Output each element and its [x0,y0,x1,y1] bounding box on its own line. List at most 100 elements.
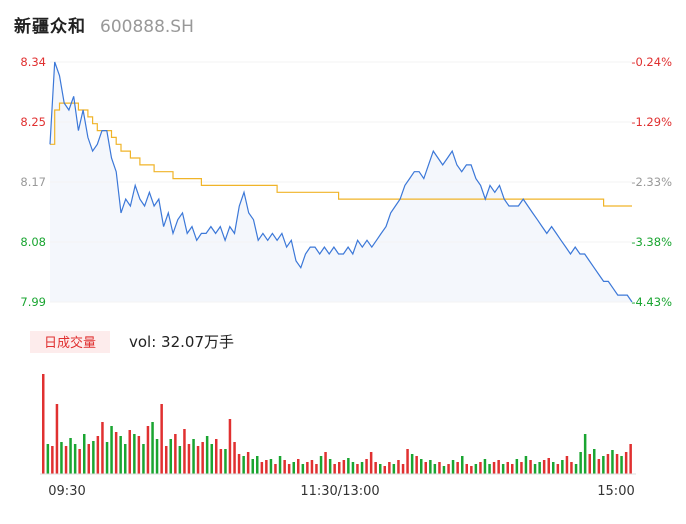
x-axis: 09:30 11:30/13:00 15:00 [48,484,634,499]
volume-bar [174,434,177,474]
volume-bar [46,444,50,474]
volume-bar [369,452,373,474]
volume-bar [406,449,409,474]
stock-code: 600888.SH [100,17,194,37]
volume-bar [624,452,628,474]
y-tick-right: -1.29% [631,115,672,129]
volume-bar [151,422,154,474]
volume-bar [356,464,359,474]
volume-bar [392,464,396,474]
volume-bar [215,439,218,474]
y-tick-left: 7.99 [20,295,46,309]
volume-bar [96,436,100,474]
volume-bar [110,426,113,474]
volume-bar [315,464,318,474]
volume-bar [379,464,382,474]
volume-bar [529,460,532,474]
volume-bar [556,464,560,474]
y-axis-left: 8.34 8.25 8.17 8.08 7.99 [20,55,46,309]
volume-bar [338,462,341,474]
volume-bar [265,460,268,474]
volume-bar [251,459,254,474]
volume-bar [237,454,241,474]
volume-bar [69,438,72,474]
volume-bar [461,456,464,474]
volume-bar [160,404,163,474]
volume-label-box [30,331,110,353]
volume-bar [60,442,63,474]
volume-bar [552,462,555,474]
volume-bar [83,434,86,474]
volume-bar [283,460,286,474]
volume-bar [511,464,514,474]
volume-bar [611,450,614,474]
volume-bar [169,439,172,474]
volume-bar [269,459,273,474]
volume-bar [579,452,582,474]
volume-bar [233,442,236,474]
volume-bar [228,419,232,474]
volume-bar [128,430,131,474]
price-series-line [49,61,633,303]
volume-bar [105,442,109,474]
volume-bar [192,439,195,474]
volume-bar [260,462,264,474]
y-tick-right: -2.33% [631,175,672,189]
volume-bar [183,429,186,474]
x-tick: 09:30 [48,484,85,499]
volume-bar [201,442,204,474]
volume-bar [447,464,450,474]
volume-bar [483,459,487,474]
volume-bar [424,462,427,474]
volume-bar [456,462,459,474]
volume-bar [383,466,386,474]
volume-bar [205,436,209,474]
volume-bar [64,446,68,474]
volume-bar [542,460,546,474]
volume-bar [87,444,90,474]
volume-bar [196,446,200,474]
volume-bar [474,464,478,474]
volume-bars [42,374,632,474]
volume-bar [415,456,418,474]
volume-bar [470,466,473,474]
volume-bar [242,456,245,474]
volume-bar [246,452,250,474]
volume-bar [224,449,227,474]
volume-bar [583,434,587,474]
volume-bar [301,464,305,474]
volume-bar [451,460,455,474]
volume-bar [506,462,509,474]
volume-bar [114,432,118,474]
volume-bar [533,464,537,474]
volume-bar [342,460,346,474]
volume-bar [620,456,623,474]
y-tick-left: 8.17 [20,175,46,189]
volume-bar [497,460,500,474]
volume-bar [101,422,104,474]
volume-bar [333,464,336,474]
volume-bar [92,441,95,474]
volume-bar [593,449,596,474]
volume-bar [429,460,432,474]
volume-bar [606,454,610,474]
volume-bar [347,458,350,474]
volume-bar [219,449,223,474]
volume-bar [520,462,523,474]
volume-bar [515,459,519,474]
volume-bar [397,460,400,474]
y-tick-left: 8.08 [20,235,46,249]
volume-bar [501,464,505,474]
volume-bar [124,444,127,474]
volume-bar [165,446,168,474]
volume-bar [365,459,368,474]
stock-name: 新疆众和 [14,17,86,37]
volume-bar [278,456,282,474]
volume-bar [538,462,541,474]
y-axis-right: -0.24% -1.29% -2.33% -3.38% -4.43% [631,55,672,309]
volume-bar [488,464,491,474]
volume-bar [561,460,564,474]
volume-bar [78,449,81,474]
volume-text: vol: 32.07万手 [129,333,234,351]
volume-bar [178,446,182,474]
